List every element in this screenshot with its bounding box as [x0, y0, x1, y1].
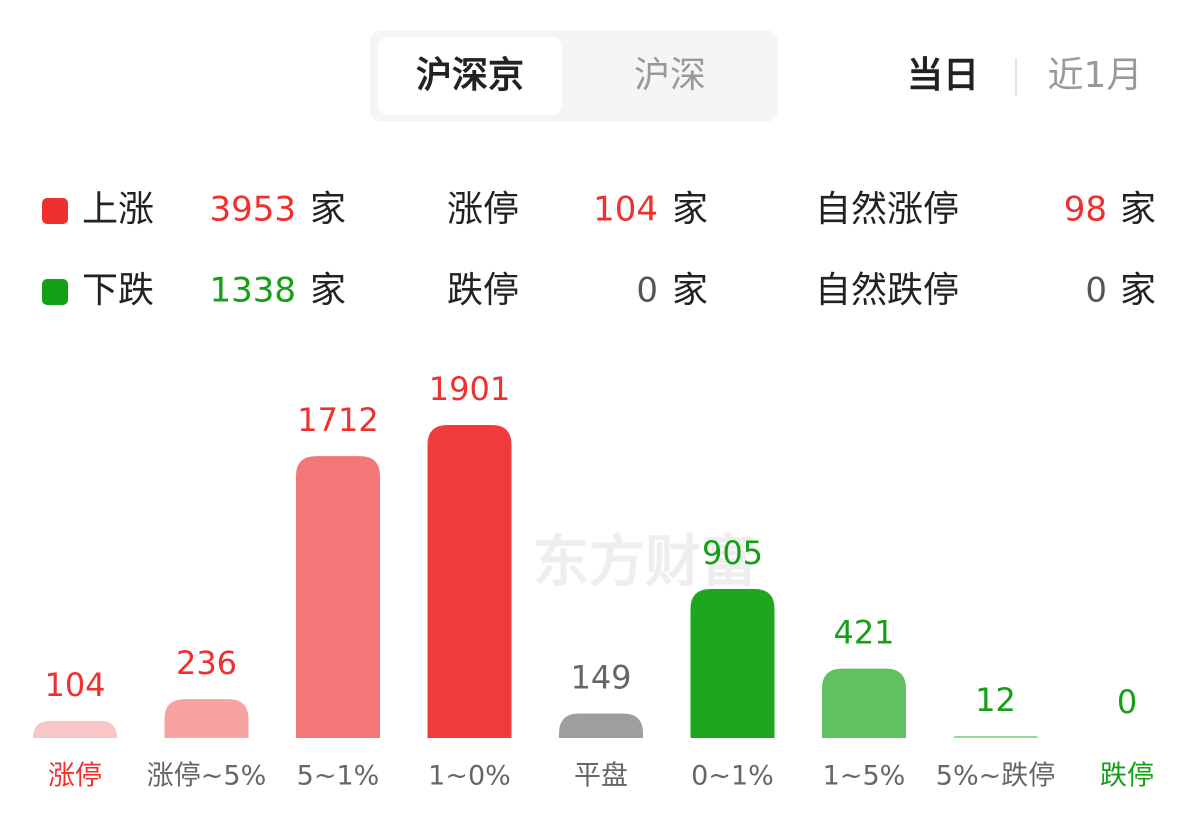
x-tick-label: 1~0%: [428, 761, 511, 792]
legend-square: [42, 279, 68, 305]
market-tab[interactable]: 沪深: [634, 55, 706, 96]
stat-label: 上涨: [82, 189, 154, 230]
bar: [296, 456, 380, 738]
bar: [559, 713, 643, 738]
stat-label: 跌停: [447, 270, 519, 311]
bar: [822, 668, 906, 738]
x-tick-label: 涨停~5%: [147, 761, 266, 792]
period-tab[interactable]: 当日: [907, 55, 979, 96]
value-label: 12: [975, 681, 1016, 719]
stat-label: 自然跌停: [815, 270, 959, 311]
stat-label: 自然涨停: [815, 189, 959, 230]
stat-value: 0: [1085, 271, 1107, 311]
value-label: 421: [833, 614, 894, 652]
bar: [427, 425, 512, 738]
value-label: 149: [570, 658, 631, 696]
watermark: 东方财富: [533, 530, 757, 595]
stat-unit: 家: [672, 270, 708, 311]
value-label: 104: [44, 666, 105, 704]
stat-label: 涨停: [447, 189, 519, 230]
bar: [164, 699, 249, 738]
stat-value: 98: [1064, 190, 1107, 230]
value-label: 1712: [297, 401, 378, 439]
legend-square: [42, 198, 68, 224]
stat-unit: 家: [310, 189, 346, 230]
tab-active-bg: [378, 37, 562, 115]
stat-value: 1338: [209, 271, 296, 311]
value-label: 1901: [429, 370, 510, 408]
bar: [953, 736, 1038, 738]
value-label: 0: [1117, 683, 1137, 721]
stat-label: 下跌: [82, 270, 154, 311]
stat-value: 3953: [209, 190, 296, 230]
bar: [33, 720, 117, 738]
x-tick-label: 5~1%: [297, 761, 380, 792]
value-label: 905: [702, 534, 763, 572]
stat-unit: 家: [310, 270, 346, 311]
value-label: 236: [176, 644, 237, 682]
x-tick-label: 跌停: [1100, 761, 1154, 792]
x-tick-label: 5%~跌停: [936, 761, 1055, 792]
period-tab[interactable]: 近1月: [1048, 55, 1143, 96]
bar: [690, 588, 775, 738]
stat-unit: 家: [1120, 189, 1156, 230]
x-tick-label: 1~5%: [823, 761, 906, 792]
stat-value: 104: [593, 190, 658, 230]
stat-unit: 家: [1120, 270, 1156, 311]
stat-value: 0: [636, 271, 658, 311]
stat-unit: 家: [672, 189, 708, 230]
x-tick-label: 0~1%: [691, 761, 774, 792]
x-tick-label: 平盘: [574, 761, 628, 792]
x-tick-label: 涨停: [48, 761, 102, 792]
market-tab[interactable]: 沪深京: [416, 54, 524, 96]
